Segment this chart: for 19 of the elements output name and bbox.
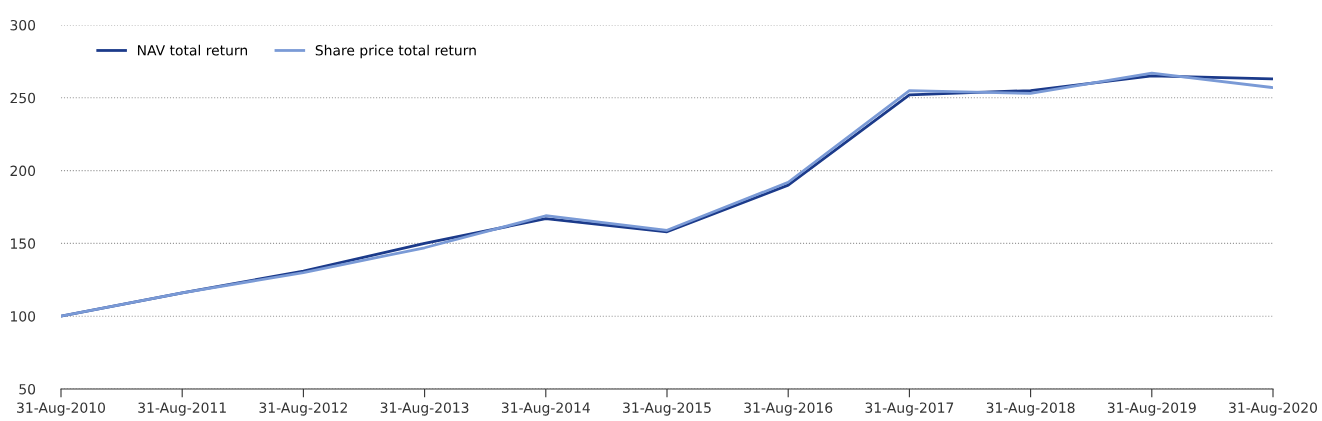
y-tick-label: 100 bbox=[11, 311, 36, 322]
x-tick-label: 31-Aug-2020 bbox=[1229, 402, 1317, 416]
x-tick-label: 31-Aug-2018 bbox=[986, 402, 1075, 416]
y-tick-label: 300 bbox=[10, 19, 36, 31]
x-tick-label: 31-Aug-2019 bbox=[1107, 402, 1196, 416]
x-tick-label: 31-Aug-2013 bbox=[380, 402, 469, 416]
x-tick-label: 31-Aug-2010 bbox=[17, 402, 105, 416]
legend-label: NAV total return bbox=[137, 44, 248, 56]
x-tick-label: 31-Aug-2014 bbox=[501, 402, 590, 416]
x-tick-label: 31-Aug-2015 bbox=[623, 402, 711, 416]
y-tick-label: 150 bbox=[11, 238, 36, 249]
x-tick-label: 31-Aug-2017 bbox=[865, 402, 954, 416]
y-tick-label: 200 bbox=[10, 165, 36, 177]
x-tick-label: 31-Aug-2016 bbox=[744, 402, 833, 416]
y-tick-label: 50 bbox=[19, 383, 36, 395]
x-tick-label: 31-Aug-2012 bbox=[259, 402, 347, 416]
x-tick-label: 31-Aug-2011 bbox=[138, 402, 226, 416]
legend-label: Share price total return bbox=[315, 44, 476, 59]
y-tick-label: 250 bbox=[10, 92, 36, 104]
